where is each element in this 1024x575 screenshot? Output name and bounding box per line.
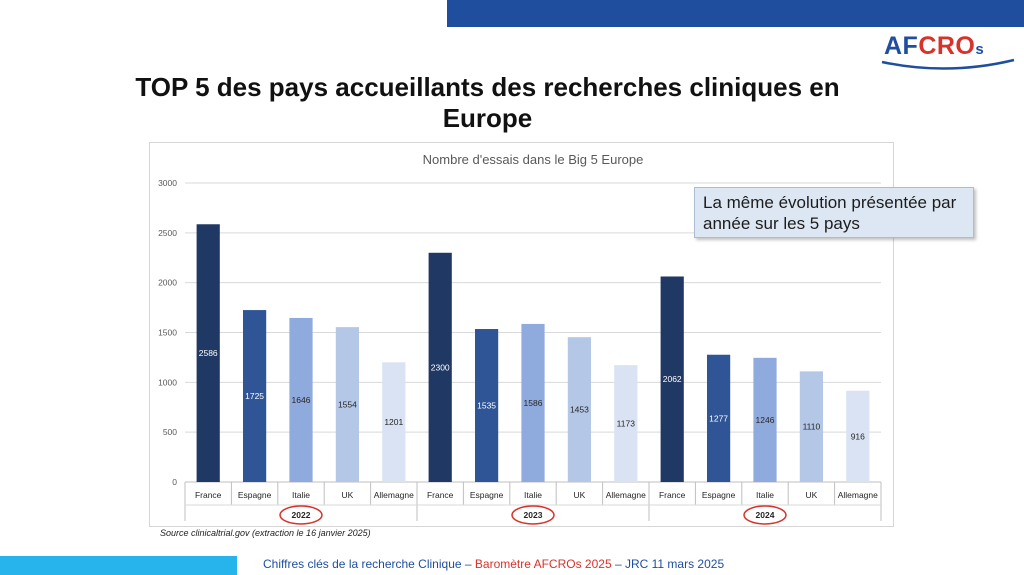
data-label: 2586 [199, 348, 218, 358]
y-tick-label: 1500 [158, 328, 177, 338]
x-tick-label: Italie [524, 490, 542, 500]
data-label: 1277 [709, 413, 728, 423]
data-label: 916 [851, 431, 865, 441]
slide-title: TOP 5 des pays accueillants des recherch… [135, 72, 840, 133]
year-highlight-circle [279, 505, 323, 525]
x-tick-label: Italie [292, 490, 310, 500]
bar-allemagne-2022 [382, 362, 406, 482]
x-tick-label: UK [341, 490, 353, 500]
data-label: 1201 [384, 417, 403, 427]
bar-espagne-2022 [243, 310, 267, 482]
x-tick-label: Italie [756, 490, 774, 500]
top-accent-bar [447, 0, 1024, 27]
data-label: 1554 [338, 400, 357, 410]
group-year-label: 2024 [756, 510, 775, 520]
bar-chart: Nombre d'essais dans le Big 5 Europe 0 500… [158, 152, 882, 525]
bar-allemagne-2024 [846, 390, 870, 482]
x-tick-label: UK [805, 490, 817, 500]
bar-uk-2023 [567, 337, 591, 482]
bar-espagne-2023 [475, 329, 499, 482]
bar-espagne-2024 [707, 354, 731, 482]
y-tick-label: 0 [172, 477, 177, 487]
callout-box: La même évolution présentée par année su… [694, 187, 974, 238]
x-tick-label: France [659, 490, 686, 500]
x-tick-label: France [427, 490, 454, 500]
y-tick-label: 3000 [158, 178, 177, 188]
data-label: 1586 [524, 398, 543, 408]
year-highlight-circle [511, 505, 555, 525]
bar-uk-2022 [335, 327, 359, 482]
y-tick-label: 2000 [158, 278, 177, 288]
x-tick-label: Allemagne [838, 490, 878, 500]
x-tick-label: France [195, 490, 222, 500]
data-label: 1453 [570, 405, 589, 415]
data-label: 2300 [431, 362, 450, 372]
source-note: Source clinicaltrial.gov (extraction le … [160, 528, 371, 538]
chart-title: Nombre d'essais dans le Big 5 Europe [423, 152, 644, 167]
x-tick-label: UK [573, 490, 585, 500]
bar-france-2022 [196, 224, 220, 482]
x-tick-label: Espagne [702, 490, 736, 500]
bar-allemagne-2023 [614, 365, 638, 482]
x-tick-label: Espagne [470, 490, 504, 500]
data-label: 1535 [477, 401, 496, 411]
data-label: 2062 [663, 374, 682, 384]
bar-uk-2024 [799, 371, 823, 482]
bar-italie-2024 [753, 357, 777, 482]
logo-wordmark: AFCROs [884, 32, 985, 60]
group-year-label: 2023 [524, 510, 543, 520]
footer-text: Chiffres clés de la recherche Clinique –… [263, 557, 725, 571]
y-tick-label: 500 [163, 427, 177, 437]
data-label: 1646 [292, 395, 311, 405]
year-highlight-circle [743, 505, 787, 525]
bar-france-2024 [660, 276, 684, 482]
y-tick-label: 1000 [158, 377, 177, 387]
bar-france-2023 [428, 252, 452, 482]
data-label: 1173 [617, 419, 636, 429]
x-tick-label: Allemagne [374, 490, 414, 500]
group-year-label: 2022 [292, 510, 311, 520]
x-tick-label: Allemagne [606, 490, 646, 500]
bar-italie-2023 [521, 323, 545, 482]
x-tick-label: Espagne [238, 490, 272, 500]
data-label: 1246 [756, 415, 775, 425]
logo-swoosh-icon [881, 58, 1015, 70]
bottom-accent-bar [0, 556, 237, 575]
bar-italie-2022 [289, 317, 313, 482]
data-label: 1725 [245, 391, 264, 401]
y-tick-label: 2500 [158, 228, 177, 238]
data-label: 1110 [803, 422, 821, 432]
afcros-logo: AFCROs [878, 28, 1018, 74]
